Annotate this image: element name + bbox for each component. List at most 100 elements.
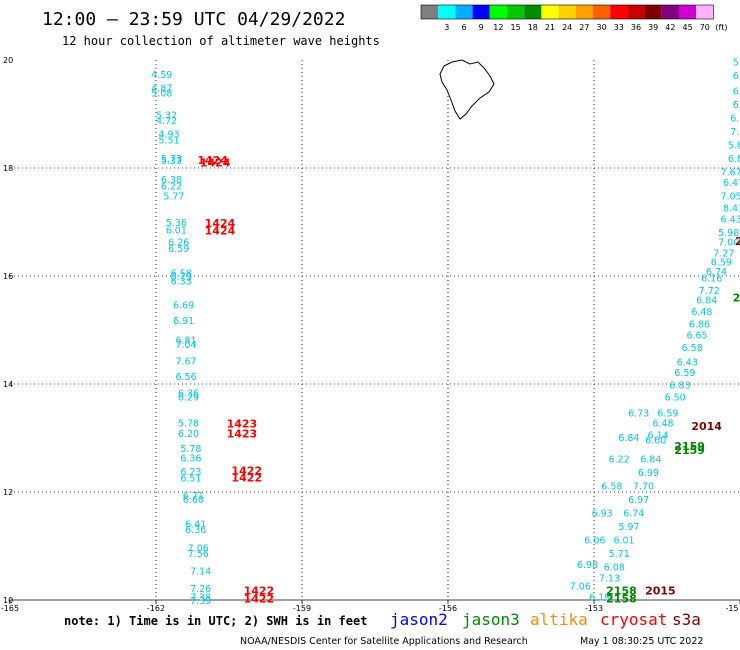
swh-value: 6.16 bbox=[701, 274, 722, 285]
swh-value: 6.19 bbox=[589, 592, 610, 603]
swh-value: 6.22 bbox=[609, 455, 630, 466]
pass-time-label: 2159 bbox=[674, 440, 705, 453]
y-tick-label: 20 bbox=[3, 56, 13, 65]
swh-value: 5.9 bbox=[733, 58, 740, 69]
scale-label: 42 bbox=[665, 23, 675, 32]
pass-time-label: 2014 bbox=[691, 420, 722, 433]
pass-time-label: 2 bbox=[733, 292, 740, 305]
swh-value: 7.26 bbox=[190, 584, 211, 595]
swh-value: 6.58 bbox=[171, 268, 192, 279]
scale-label: 12 bbox=[493, 23, 503, 32]
swh-value: 7.04 bbox=[175, 340, 196, 351]
pass-time-label: 1424 bbox=[200, 157, 231, 170]
scale-frame bbox=[420, 4, 714, 20]
swh-value: 7.70 bbox=[633, 482, 654, 493]
swh-value: 7.38 bbox=[190, 592, 211, 603]
swh-value: 6.84 bbox=[696, 295, 717, 306]
satellite-legend: jason2 jason3 altika cryosat s3a bbox=[390, 610, 701, 629]
swh-value: 6.91 bbox=[173, 316, 194, 327]
swh-value: 6.43 bbox=[721, 214, 740, 225]
pass-time-label: 1422 bbox=[244, 584, 275, 597]
swh-value: 8.43 bbox=[723, 204, 740, 215]
swh-value: 6.01 bbox=[613, 536, 634, 547]
swh-value: 6.60 bbox=[183, 495, 204, 506]
scale-label: 45 bbox=[683, 23, 693, 32]
scale-swatch bbox=[524, 5, 542, 19]
swh-value: 5.77 bbox=[163, 192, 184, 203]
credit-text: NOAA/NESDIS Center for Satellite Applica… bbox=[240, 636, 528, 647]
swh-value: 6. bbox=[733, 86, 740, 97]
swh-value: 6. bbox=[733, 71, 740, 82]
swh-value: 6.08 bbox=[604, 563, 625, 574]
swh-value: 6.82 bbox=[728, 154, 740, 165]
pass-time-label: 1422 bbox=[231, 464, 262, 477]
pass-time-label: 2015 bbox=[645, 584, 676, 597]
scale-swatch bbox=[558, 5, 576, 19]
pass-time-label: 2158 bbox=[606, 584, 637, 597]
swh-value: 6.65 bbox=[686, 330, 707, 341]
swh-value: 5.51 bbox=[158, 135, 179, 146]
y-tick-label: 16 bbox=[3, 272, 13, 281]
swh-value: 5.98 bbox=[718, 228, 739, 239]
swh-value: 5.33 bbox=[161, 156, 182, 167]
satellite-legend-jason3: jason3 bbox=[462, 610, 520, 629]
y-tick-label: 18 bbox=[3, 164, 13, 173]
swh-value: 5.73 bbox=[161, 154, 182, 165]
swh-value: 6.1 bbox=[730, 113, 740, 124]
scale-label: 21 bbox=[545, 23, 555, 32]
swh-value: 6.50 bbox=[665, 393, 686, 404]
swh-value: 5.78 bbox=[178, 418, 199, 429]
swh-value: 6.43 bbox=[677, 357, 698, 368]
swh-value: 7.13 bbox=[599, 573, 620, 584]
swh-value: 6.23 bbox=[180, 467, 201, 478]
scale-swatch bbox=[507, 5, 525, 19]
swh-value: 7.56 bbox=[188, 549, 209, 560]
scale-swatch bbox=[575, 5, 593, 19]
swh-value: 6. bbox=[733, 100, 740, 111]
x-tick-label: -153 bbox=[585, 604, 603, 613]
scale-label: 30 bbox=[597, 23, 607, 32]
scale-swatch bbox=[489, 5, 507, 19]
swh-value: 5.84 bbox=[728, 140, 740, 151]
x-tick-label: -156 bbox=[439, 604, 457, 613]
y-axis-ticks: 10 12 14 16 18 20 bbox=[3, 56, 13, 605]
swh-value: 6.22 bbox=[161, 181, 182, 192]
plot-grid bbox=[10, 60, 740, 601]
swh-value: 6.60 bbox=[645, 436, 666, 447]
scale-label: 3 bbox=[444, 23, 449, 32]
swh-value: 7.72 bbox=[699, 286, 720, 297]
swh-value: 7.00 bbox=[718, 238, 739, 249]
x-axis-ticks: -165 -162 -159 -156 -153 -15 bbox=[1, 600, 740, 613]
satellite-legend-s3a: s3a bbox=[672, 610, 701, 629]
swh-value: 6.73 bbox=[171, 272, 192, 283]
swh-value: 6.83 bbox=[669, 381, 690, 392]
swh-value: 6.51 bbox=[180, 474, 201, 485]
swh-value: 6.69 bbox=[173, 301, 194, 312]
scale-swatch bbox=[421, 5, 439, 19]
satellite-legend-cryosat: cryosat bbox=[600, 610, 667, 629]
swh-value: 5.78 bbox=[180, 444, 201, 455]
scale-label: 70 bbox=[700, 23, 710, 32]
swh-value: 6.97 bbox=[628, 495, 649, 506]
scale-label: 24 bbox=[562, 23, 572, 32]
scale-swatch bbox=[679, 5, 697, 19]
pass-time-label: 1424 bbox=[205, 225, 236, 238]
scale-unit-label: (ft) bbox=[715, 23, 727, 32]
swh-value: 6.58 bbox=[682, 343, 703, 354]
scale-label: 6 bbox=[461, 23, 466, 32]
satellite-legend-altika: altika bbox=[530, 610, 588, 629]
swh-value: 5.71 bbox=[609, 549, 630, 560]
pass-time-label: 1423 bbox=[227, 417, 258, 430]
pass-time-label: 1422 bbox=[231, 471, 262, 484]
swh-values: 4.59 4.875.08 5.324.72 4.935.51 5.735.33 6.38… bbox=[151, 58, 740, 607]
swh-value: 6.58 bbox=[601, 482, 622, 493]
chart-title: 12:00 — 23:59 UTC 04/29/2022 bbox=[42, 9, 345, 30]
timestamp-text: May 1 08:30:25 UTC 2022 bbox=[580, 636, 703, 647]
swh-value: 6.59 bbox=[711, 258, 732, 269]
scale-label: 39 bbox=[648, 23, 658, 32]
swh-value: 7.27 bbox=[713, 248, 734, 259]
swh-value: 5.97 bbox=[618, 522, 639, 533]
scale-swatch bbox=[610, 5, 628, 19]
swh-value: 4.87 bbox=[151, 84, 172, 95]
